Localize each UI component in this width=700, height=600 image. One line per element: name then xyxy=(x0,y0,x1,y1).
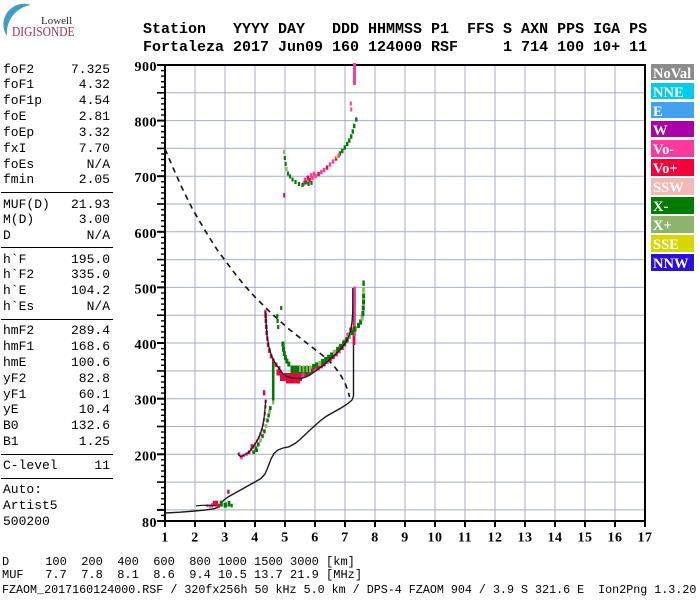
svg-text:500: 500 xyxy=(135,282,158,297)
svg-text:6: 6 xyxy=(311,531,319,546)
svg-text:15: 15 xyxy=(578,531,593,546)
svg-text:14: 14 xyxy=(548,531,563,546)
svg-text:600: 600 xyxy=(135,227,158,242)
svg-text:700: 700 xyxy=(135,171,158,186)
svg-text:5: 5 xyxy=(281,531,289,546)
svg-text:7: 7 xyxy=(341,531,349,546)
svg-text:2: 2 xyxy=(191,531,199,546)
svg-text:900: 900 xyxy=(135,60,158,75)
svg-text:13: 13 xyxy=(518,531,533,546)
svg-text:10: 10 xyxy=(428,531,443,546)
svg-text:17: 17 xyxy=(638,531,653,546)
svg-text:1: 1 xyxy=(161,531,169,546)
svg-text:4: 4 xyxy=(251,531,259,546)
svg-text:8: 8 xyxy=(371,531,379,546)
svg-text:800: 800 xyxy=(135,116,158,131)
svg-text:11: 11 xyxy=(458,531,472,546)
svg-text:12: 12 xyxy=(488,531,503,546)
svg-text:80: 80 xyxy=(142,516,157,531)
svg-text:9: 9 xyxy=(401,531,409,546)
svg-text:400: 400 xyxy=(135,338,158,353)
svg-text:16: 16 xyxy=(608,531,623,546)
svg-text:300: 300 xyxy=(135,394,158,409)
svg-text:3: 3 xyxy=(221,531,229,546)
svg-text:200: 200 xyxy=(135,449,158,464)
